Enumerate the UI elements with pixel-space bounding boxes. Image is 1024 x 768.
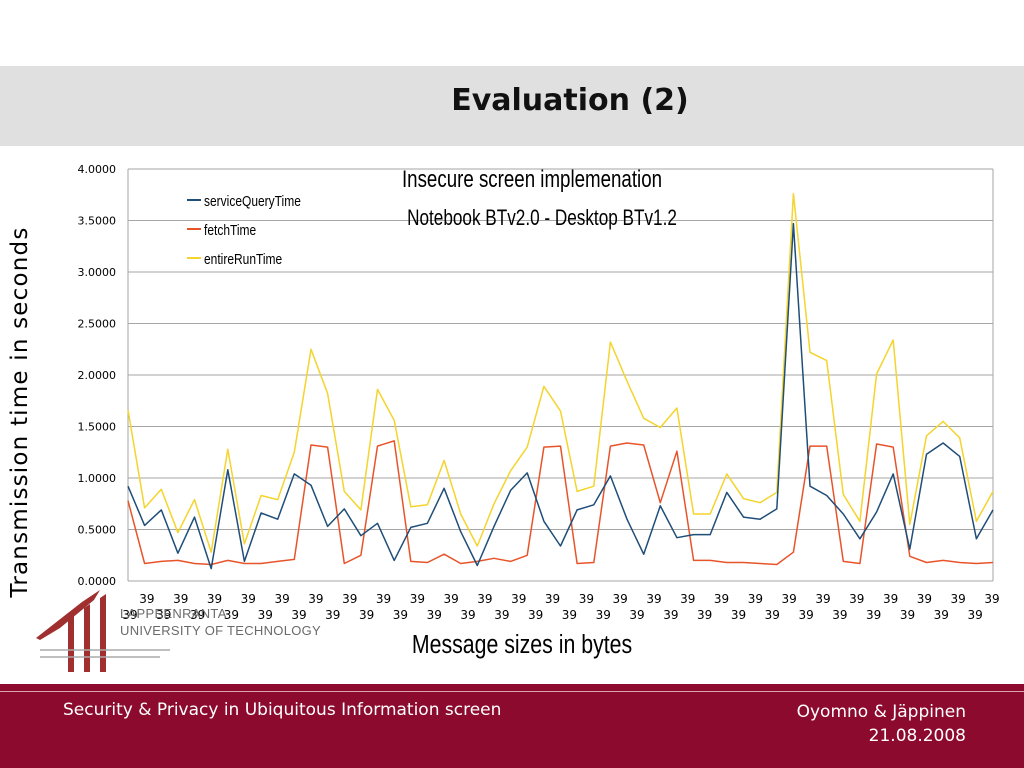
x-tick-label: 39 xyxy=(815,592,830,606)
x-axis-label: Message sizes in bytes xyxy=(412,630,632,660)
series-line-entireRunTime xyxy=(127,192,994,553)
x-tick-label: 39 xyxy=(376,592,391,606)
footer-title: Security & Privacy in Ubiquitous Informa… xyxy=(63,700,502,720)
x-tick-label: 39 xyxy=(258,608,273,622)
logo-mark xyxy=(36,590,170,672)
x-tick-label: 39 xyxy=(832,608,847,622)
logo-swoosh-icon xyxy=(36,590,100,640)
footer-bar xyxy=(0,684,1024,768)
legend-label: serviceQueryTime xyxy=(204,193,301,210)
x-tick-label: 39 xyxy=(951,592,966,606)
x-tick-label: 39 xyxy=(866,608,881,622)
chart-legend: serviceQueryTime fetchTime entireRunTime xyxy=(187,193,301,268)
footer-date: 21.08.2008 xyxy=(868,726,966,746)
legend-label: fetchTime xyxy=(204,222,256,239)
x-tick-label: 39 xyxy=(173,592,188,606)
x-tick-label: 39 xyxy=(680,592,695,606)
y-tick-label: 2.0000 xyxy=(78,369,117,382)
x-tick-label: 39 xyxy=(528,608,543,622)
line-chart: 0.0000 0.5000 1.0000 1.5000 2.0000 2.5000 3.00… xyxy=(36,163,1000,672)
y-tick-label: 1.0000 xyxy=(78,472,117,485)
y-tick-label: 0.0000 xyxy=(78,575,117,588)
x-tick-label: 39 xyxy=(613,592,628,606)
x-tick-label: 39 xyxy=(596,608,611,622)
x-tick-label: 39 xyxy=(494,608,509,622)
y-tick-label: 3.0000 xyxy=(78,266,117,279)
chart-subtitle: Notebook BTv2.0 - Desktop BTv1.2 xyxy=(407,206,677,231)
x-tick-label: 39 xyxy=(798,608,813,622)
x-tick-label: 39 xyxy=(748,592,763,606)
x-tick-label: 39 xyxy=(156,608,171,622)
y-tick-labels: 0.0000 0.5000 1.0000 1.5000 2.0000 2.5000 3.00… xyxy=(78,163,117,588)
x-tick-label: 39 xyxy=(308,592,323,606)
y-tick-label: 3.5000 xyxy=(78,215,117,228)
x-tick-label: 39 xyxy=(629,608,644,622)
x-tick-label: 39 xyxy=(427,608,442,622)
footer-authors: Oyomno & Jäppinen xyxy=(796,702,966,722)
x-tick-label: 39 xyxy=(325,608,340,622)
x-tick-label: 39 xyxy=(207,592,222,606)
x-tick-label: 39 xyxy=(274,592,289,606)
x-tick-label: 39 xyxy=(291,608,306,622)
x-tick-label: 39 xyxy=(849,592,864,606)
x-tick-label: 39 xyxy=(579,592,594,606)
chart-series xyxy=(127,192,994,570)
y-tick-label: 1.5000 xyxy=(78,421,117,434)
x-tick-label: 39 xyxy=(934,608,949,622)
x-tick-labels: 3939393939393939393939393939393939393939… xyxy=(122,592,999,622)
series-line-fetchTime xyxy=(127,440,994,566)
logo-line2: UNIVERSITY OF TECHNOLOGY xyxy=(120,623,322,638)
x-tick-label: 39 xyxy=(782,592,797,606)
x-tick-label: 39 xyxy=(984,592,999,606)
x-tick-label: 39 xyxy=(511,592,526,606)
x-tick-label: 39 xyxy=(883,592,898,606)
x-tick-label: 39 xyxy=(224,608,239,622)
x-tick-label: 39 xyxy=(917,592,932,606)
logo-line1: LAPPEENRANTA xyxy=(120,606,227,621)
x-tick-label: 39 xyxy=(122,608,137,622)
x-tick-label: 39 xyxy=(731,608,746,622)
y-tick-label: 0.5000 xyxy=(78,524,117,537)
x-tick-label: 39 xyxy=(967,608,982,622)
x-tick-label: 39 xyxy=(545,592,560,606)
x-tick-label: 39 xyxy=(241,592,256,606)
x-tick-label: 39 xyxy=(393,608,408,622)
logo-bar-icon xyxy=(100,594,106,672)
x-tick-label: 39 xyxy=(646,592,661,606)
series-line-serviceQueryTime xyxy=(127,222,994,570)
logo-bar-icon xyxy=(84,604,90,672)
x-tick-label: 39 xyxy=(477,592,492,606)
x-tick-label: 39 xyxy=(663,608,678,622)
chart-grid xyxy=(127,168,994,582)
x-tick-label: 39 xyxy=(697,608,712,622)
x-tick-label: 39 xyxy=(714,592,729,606)
y-tick-label: 2.5000 xyxy=(78,318,117,331)
legend-label: entireRunTime xyxy=(204,251,282,268)
title-band xyxy=(0,66,1024,146)
x-tick-label: 39 xyxy=(342,592,357,606)
y-tick-label: 4.0000 xyxy=(78,163,117,176)
logo-bar-icon xyxy=(68,612,74,672)
footer-divider xyxy=(0,691,1024,692)
slide-title: Evaluation (2) xyxy=(451,83,689,118)
x-tick-label: 39 xyxy=(562,608,577,622)
chart-title: Insecure screen implemenation xyxy=(402,166,662,193)
x-tick-label: 39 xyxy=(460,608,475,622)
footer-credits: Oyomno & Jäppinen 21.08.2008 xyxy=(797,700,966,748)
x-tick-label: 39 xyxy=(443,592,458,606)
x-tick-label: 39 xyxy=(765,608,780,622)
x-tick-label: 39 xyxy=(359,608,374,622)
x-tick-label: 39 xyxy=(900,608,915,622)
x-tick-label: 39 xyxy=(410,592,425,606)
x-tick-label: 39 xyxy=(139,592,154,606)
x-tick-label: 39 xyxy=(190,608,205,622)
